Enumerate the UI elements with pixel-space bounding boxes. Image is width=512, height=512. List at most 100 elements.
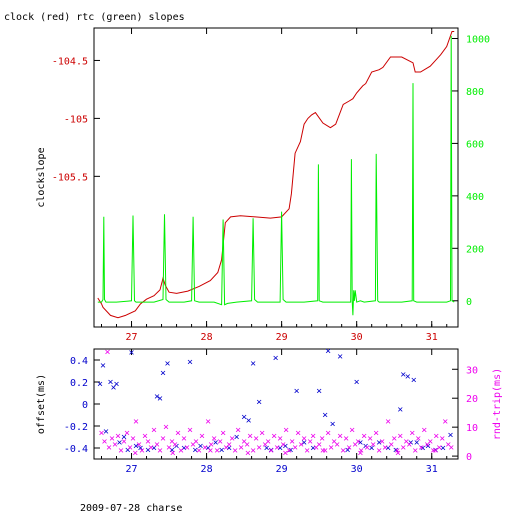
offset-point: × (294, 386, 300, 397)
rtt-point: × (244, 440, 250, 451)
rtt-point: × (241, 437, 247, 448)
offset-point: × (369, 443, 375, 454)
rtt-point: × (124, 428, 130, 439)
rtt-point: × (214, 445, 220, 456)
offset-point: × (169, 445, 175, 456)
slopes-x-tick-label: 31 (426, 332, 438, 343)
rtt-point: × (253, 434, 259, 445)
rtt-point: × (364, 442, 370, 453)
slopes-x-tick-label: 27 (126, 332, 138, 343)
rtt-point: × (349, 425, 355, 436)
rtt-point: × (148, 442, 154, 453)
offset-point: × (376, 438, 382, 449)
rtt-point: × (442, 416, 448, 427)
rtt-point: × (101, 437, 107, 448)
rtt-point: × (112, 440, 118, 451)
rtt-point: × (250, 445, 256, 456)
rtt-point: × (271, 431, 277, 442)
rtt-point: × (145, 437, 151, 448)
rtt-point: × (109, 434, 115, 445)
offset-point: × (103, 427, 109, 438)
chart-bottom-label: 2009-07-28 charse (80, 503, 182, 512)
rtt-point: × (282, 448, 288, 459)
rtt-point: × (265, 437, 271, 448)
rtt-point: × (223, 442, 229, 453)
slopes-y-tick-label: -105 (64, 114, 88, 125)
rtt-point: × (436, 442, 442, 453)
rtt-point: × (433, 431, 439, 442)
offset-y-tick-label: 0.2 (70, 378, 88, 389)
offset-point: × (250, 358, 256, 369)
offset-point: × (301, 438, 307, 449)
rtt-point: × (325, 428, 331, 439)
offset-point: × (277, 443, 283, 454)
offset-point: × (447, 430, 453, 441)
rtt-point: × (220, 428, 226, 439)
rtt-point: × (157, 445, 163, 456)
rtt-point: × (391, 434, 397, 445)
rtt-point: × (286, 445, 292, 456)
rtt-point: × (322, 445, 328, 456)
offset-point: × (357, 438, 363, 449)
rtt-point: × (400, 442, 406, 453)
clock-series-line (97, 31, 455, 319)
rtt-point: × (289, 437, 295, 448)
rtt-point: × (295, 428, 301, 439)
rtt-point: × (121, 437, 127, 448)
rtt-point: × (115, 431, 121, 442)
rtt-point: × (421, 425, 427, 436)
rtt-point: × (439, 434, 445, 445)
offset-point: × (408, 438, 414, 449)
rtt-point: × (175, 428, 181, 439)
offset-y-tick-label: -0.4 (64, 444, 88, 455)
rtt-point: × (395, 448, 401, 459)
rtt-point: × (406, 440, 412, 451)
slopes-x-tick-label: 30 (351, 332, 363, 343)
rtt-point: × (394, 445, 400, 456)
rtt-point: × (334, 440, 340, 451)
slopes-y2-tick-label: 400 (466, 192, 484, 203)
offset-point: × (100, 361, 106, 372)
offset-point: × (107, 377, 113, 388)
rtt-point: × (238, 442, 244, 453)
rtt-point: × (256, 442, 262, 453)
offset-point: × (288, 445, 294, 456)
offset-point: × (219, 445, 225, 456)
rtt-point: × (229, 434, 235, 445)
rtt-point: × (151, 425, 157, 436)
slopes-y2-tick-label: 0 (466, 297, 472, 308)
offset-point: × (138, 443, 144, 454)
offset-y2-axis-label: rnd-trip(ms) (492, 368, 503, 440)
rtt-point: × (445, 440, 451, 451)
rtt-point: × (274, 442, 280, 453)
rtt-point: × (346, 442, 352, 453)
rtt-point: × (358, 445, 364, 456)
rtt-point: × (283, 425, 289, 436)
slopes-x-tick-label: 28 (201, 332, 213, 343)
rtt-point: × (361, 431, 367, 442)
offset-point: × (234, 432, 240, 443)
rtt-point: × (217, 437, 223, 448)
rtt-point: × (382, 442, 388, 453)
rtt-point: × (199, 431, 205, 442)
offset-rtt-panel: 27 28 29 30 31 0.4 0.2 0 -0.2 -0.4 30 20 10 0 offset(m… (36, 346, 503, 475)
offset-point: × (385, 443, 391, 454)
offset-x-tick-label: 27 (126, 464, 138, 475)
rtt-point: × (432, 445, 438, 456)
rtt-point: × (304, 445, 310, 456)
offset-point: × (154, 391, 160, 402)
offset-point: × (310, 443, 316, 454)
rtt-point: × (193, 437, 199, 448)
offset-point: × (363, 441, 369, 452)
offset-point: × (405, 372, 411, 383)
slopes-y-axis-label: clockslope (36, 147, 47, 207)
offset-point: × (400, 369, 406, 380)
rtt-point: × (427, 437, 433, 448)
rtt-point: × (139, 445, 145, 456)
rtt-point: × (301, 434, 307, 445)
offset-point: × (241, 412, 247, 423)
rtt-point: × (331, 437, 337, 448)
offset-point: × (157, 394, 163, 405)
rtt-point: × (292, 442, 298, 453)
rtt-point: × (373, 428, 379, 439)
